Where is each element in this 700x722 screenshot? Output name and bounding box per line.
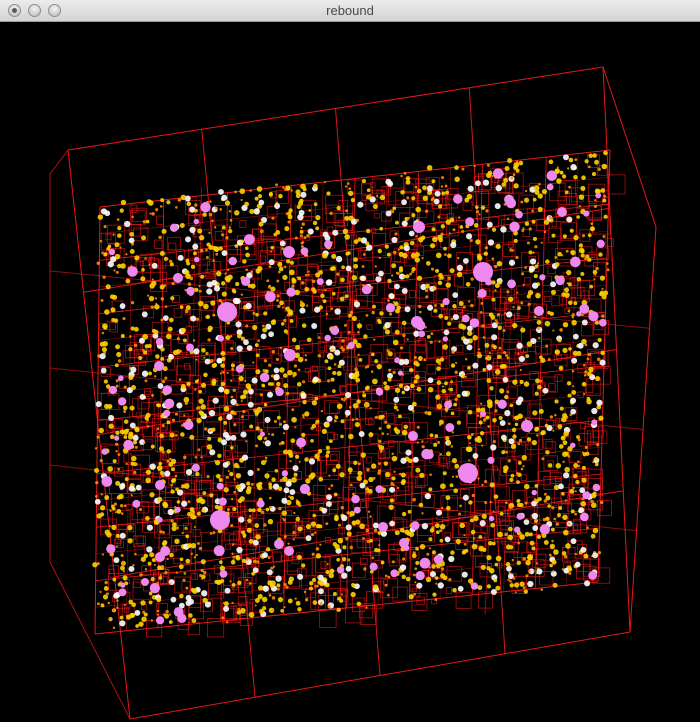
close-icon xyxy=(12,8,17,13)
large-bodies xyxy=(141,207,567,586)
minimize-button[interactable] xyxy=(28,4,41,17)
zoom-button[interactable] xyxy=(48,4,61,17)
particles xyxy=(92,150,610,630)
close-button[interactable] xyxy=(8,4,21,17)
title-bar[interactable]: rebound xyxy=(0,0,700,22)
tree-visualization[interactable] xyxy=(0,22,700,722)
simulation-viewport[interactable] xyxy=(0,22,700,722)
octree-boxes xyxy=(49,66,657,720)
window-title: rebound xyxy=(326,3,374,18)
